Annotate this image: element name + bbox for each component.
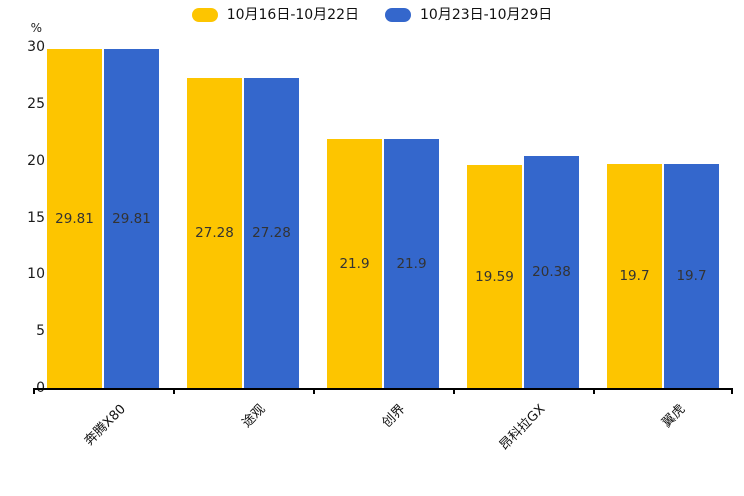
bar-value-label: 21.9 [339, 255, 370, 272]
bar-value-label: 29.81 [112, 210, 151, 227]
x-tick-mark [313, 388, 315, 394]
bar-value-label: 29.81 [55, 210, 94, 227]
bar-value-label: 21.9 [396, 255, 427, 272]
bar-week2 [384, 139, 439, 388]
y-tick-label: 20 [27, 152, 45, 169]
y-tick-label: 5 [36, 323, 45, 340]
bar-week2 [104, 49, 159, 388]
bar-week1 [327, 139, 382, 388]
x-tick-mark [453, 388, 455, 394]
legend: 10月16日-10月22日 10月23日-10月29日 [0, 8, 744, 22]
legend-swatch-yellow [191, 8, 218, 22]
bar-week1 [607, 164, 662, 388]
x-tick-mark [33, 388, 35, 394]
x-tick-mark [731, 388, 733, 394]
bar-week1 [467, 165, 522, 388]
category-label: 翼虎 [659, 401, 689, 431]
legend-label-week2: 10月23日-10月29日 [420, 7, 553, 23]
x-tick-mark [173, 388, 175, 394]
bar-week2 [524, 156, 579, 388]
bar-week1 [187, 77, 242, 388]
legend-item-week2: 10月23日-10月29日 [385, 8, 552, 22]
plot-area: 29.81 29.81 奔腾X80 27.28 27.28 途观 21.9 21.9 创界 19.… [33, 47, 733, 453]
category-label: 奔腾X80 [81, 401, 129, 449]
bar-week2 [244, 77, 299, 388]
legend-item-week1: 10月16日-10月22日 [191, 7, 359, 23]
category-label: 创界 [379, 401, 409, 431]
y-tick-label: 30 [27, 39, 45, 55]
category-label: 昂科拉GX [496, 401, 549, 454]
bar-value-label: 27.28 [252, 224, 291, 241]
bar-value-label: 19.7 [619, 268, 650, 285]
y-axis-unit-label: % [30, 21, 42, 35]
x-tick-mark [593, 388, 595, 394]
legend-swatch-blue [385, 8, 411, 22]
bar-week1 [47, 49, 102, 388]
legend-label-week1: 10月16日-10月22日 [226, 7, 359, 23]
y-tick-label: 15 [27, 209, 45, 226]
y-tick-label: 10 [27, 266, 45, 283]
bar-week2 [664, 164, 719, 388]
bar-value-label: 19.7 [676, 268, 707, 285]
bar-value-label: 20.38 [532, 264, 571, 281]
bar-value-label: 19.59 [475, 268, 514, 285]
y-tick-label: 25 [27, 95, 45, 112]
bar-value-label: 27.28 [195, 224, 234, 241]
category-label: 途观 [239, 401, 269, 431]
